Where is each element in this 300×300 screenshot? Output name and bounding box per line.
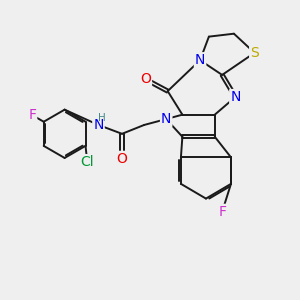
Text: Cl: Cl [80, 155, 94, 169]
Text: H: H [98, 112, 106, 123]
Text: N: N [161, 112, 171, 126]
Text: N: N [195, 53, 205, 67]
Text: N: N [230, 90, 241, 104]
Text: F: F [28, 108, 36, 122]
Text: O: O [140, 72, 151, 86]
Text: O: O [117, 152, 128, 166]
Text: F: F [218, 205, 226, 219]
Text: N: N [93, 118, 104, 132]
Text: S: S [250, 46, 259, 60]
